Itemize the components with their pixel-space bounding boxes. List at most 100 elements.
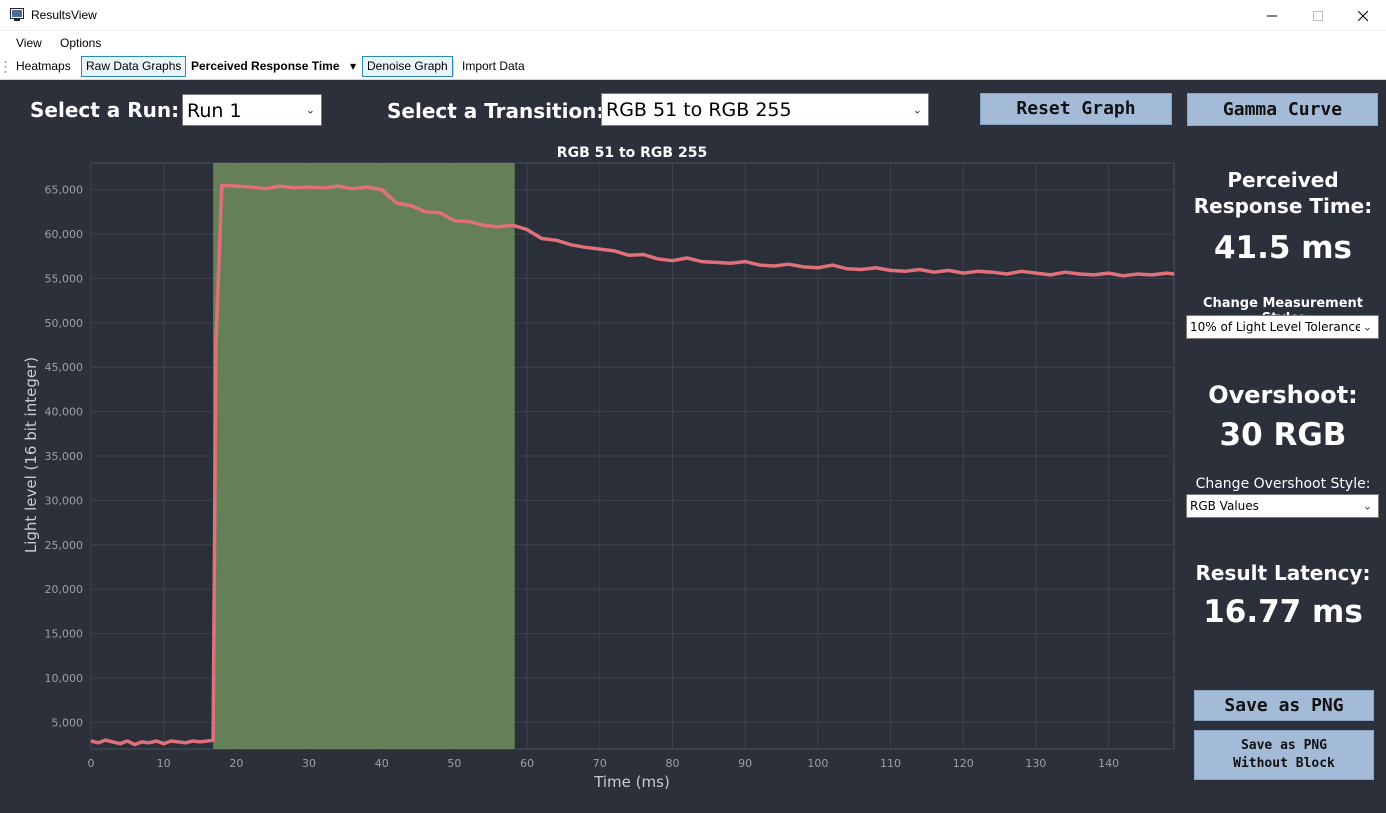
overshoot-style-value: RGB Values [1190, 499, 1259, 513]
x-tick-label: 40 [375, 757, 389, 770]
data-point [744, 260, 746, 263]
x-tick-label: 110 [880, 757, 901, 770]
y-tick-label: 10,000 [45, 672, 84, 685]
import-data-button[interactable]: Import Data [462, 59, 525, 73]
data-point [1107, 272, 1110, 274]
x-tick-label: 80 [665, 757, 679, 770]
x-tick-label: 20 [229, 757, 243, 770]
data-point [948, 269, 950, 272]
light-level-chart[interactable]: RGB 51 to RGB 255 0 10 20 30 40 50 60 70 80 90 100… [0, 140, 1185, 800]
data-point [788, 263, 790, 265]
data-point [613, 250, 615, 252]
data-point [1122, 275, 1124, 277]
data-point [439, 212, 441, 214]
y-tick-label: 30,000 [45, 494, 84, 507]
data-point [570, 244, 572, 246]
y-tick-label: 25,000 [45, 539, 84, 552]
save-as-png-without-block-button[interactable]: Save as PNG Without Block [1194, 730, 1374, 780]
data-point [1049, 274, 1052, 276]
run-select-value: Run 1 [187, 100, 242, 122]
overshoot-style-select[interactable]: RGB Values ⌄ [1186, 494, 1379, 518]
perceived-response-time-button[interactable]: Perceived Response Time [191, 59, 340, 73]
y-tick-label: 55,000 [45, 272, 84, 285]
data-point [686, 257, 688, 259]
data-point [192, 740, 194, 742]
run-select[interactable]: Run 1 ⌄ [182, 94, 322, 126]
raw-data-graphs-button[interactable]: Raw Data Graphs [81, 56, 187, 77]
close-button[interactable] [1340, 0, 1386, 31]
app-icon [10, 8, 24, 21]
data-point [1078, 273, 1081, 275]
y-tick-label: 65,000 [45, 184, 84, 197]
chevron-down-icon: ⌄ [305, 103, 315, 117]
y-tick-label: 35,000 [45, 450, 84, 463]
data-point [599, 248, 601, 250]
data-point [584, 246, 586, 248]
minimize-icon [1267, 15, 1277, 16]
x-tick-label: 120 [953, 757, 974, 770]
measurement-style-value: 10% of Light Level Tolerance [1190, 320, 1360, 334]
menu-options[interactable]: Options [60, 36, 102, 50]
transition-select[interactable]: RGB 51 to RGB 255 ⌄ [601, 93, 929, 126]
perceived-response-time-value: 41.5 ms [1213, 230, 1353, 266]
data-point [381, 189, 383, 191]
x-tick-label: 0 [88, 757, 95, 770]
data-point [337, 185, 339, 187]
maximize-icon [1313, 10, 1323, 21]
data-point [889, 269, 892, 272]
chevron-down-icon: ⌄ [1362, 499, 1372, 513]
menu-view[interactable]: View [16, 36, 42, 50]
data-point [773, 265, 775, 267]
chevron-down-icon: ⌄ [912, 103, 922, 116]
data-point [1173, 273, 1175, 275]
save-noblock-line-2: Without Block [1233, 756, 1335, 771]
x-tick-label: 130 [1025, 757, 1046, 770]
data-point [235, 185, 237, 187]
overshoot-title: Overshoot: [1208, 381, 1358, 409]
y-tick-label: 20,000 [45, 583, 84, 596]
dropdown-arrow-icon[interactable]: ▼ [350, 62, 357, 71]
data-point [212, 739, 214, 741]
data-point [308, 186, 310, 188]
minimize-button[interactable] [1249, 0, 1295, 31]
data-point [395, 202, 397, 204]
save-noblock-line-1: Save as PNG [1240, 738, 1328, 753]
light-level-series-line [90, 183, 1175, 747]
x-tick-label: 30 [302, 757, 316, 770]
y-tick-label: 60,000 [45, 228, 84, 241]
data-point [642, 253, 645, 256]
toolbar-divider [453, 60, 454, 75]
reset-graph-button[interactable]: Reset Graph [980, 93, 1172, 125]
data-point [730, 262, 732, 264]
data-point [657, 258, 659, 260]
transition-select-value: RGB 51 to RGB 255 [606, 99, 792, 121]
data-point [1151, 274, 1153, 276]
x-tick-label: 140 [1098, 757, 1119, 770]
save-as-png-button[interactable]: Save as PNG [1194, 690, 1374, 721]
grip-icon [4, 61, 7, 73]
data-point [97, 742, 99, 744]
data-point [410, 205, 412, 207]
data-point [279, 185, 281, 187]
x-tick-label: 60 [520, 757, 534, 770]
measurement-style-select[interactable]: 10% of Light Level Tolerance ⌄ [1186, 315, 1379, 339]
data-point [919, 268, 921, 271]
denoise-graph-button[interactable]: Denoise Graph [362, 56, 453, 77]
overshoot-style-label: Change Overshoot Style: [1195, 476, 1371, 492]
chart-title: RGB 51 to RGB 255 [557, 145, 707, 161]
gamma-curve-button[interactable]: Gamma Curve [1187, 93, 1378, 126]
x-tick-label: 10 [157, 757, 171, 770]
data-point [170, 740, 172, 742]
maximize-button[interactable] [1295, 0, 1341, 31]
data-point [90, 740, 92, 742]
data-point [126, 740, 128, 742]
data-point [215, 339, 217, 342]
x-tick-label: 70 [593, 757, 607, 770]
data-point [1137, 273, 1139, 275]
y-tick-label: 15,000 [45, 628, 84, 641]
heatmaps-button[interactable]: Heatmaps [16, 59, 71, 73]
data-point [352, 188, 354, 190]
transition-label: Select a Transition: [387, 99, 605, 123]
data-point [206, 740, 208, 742]
